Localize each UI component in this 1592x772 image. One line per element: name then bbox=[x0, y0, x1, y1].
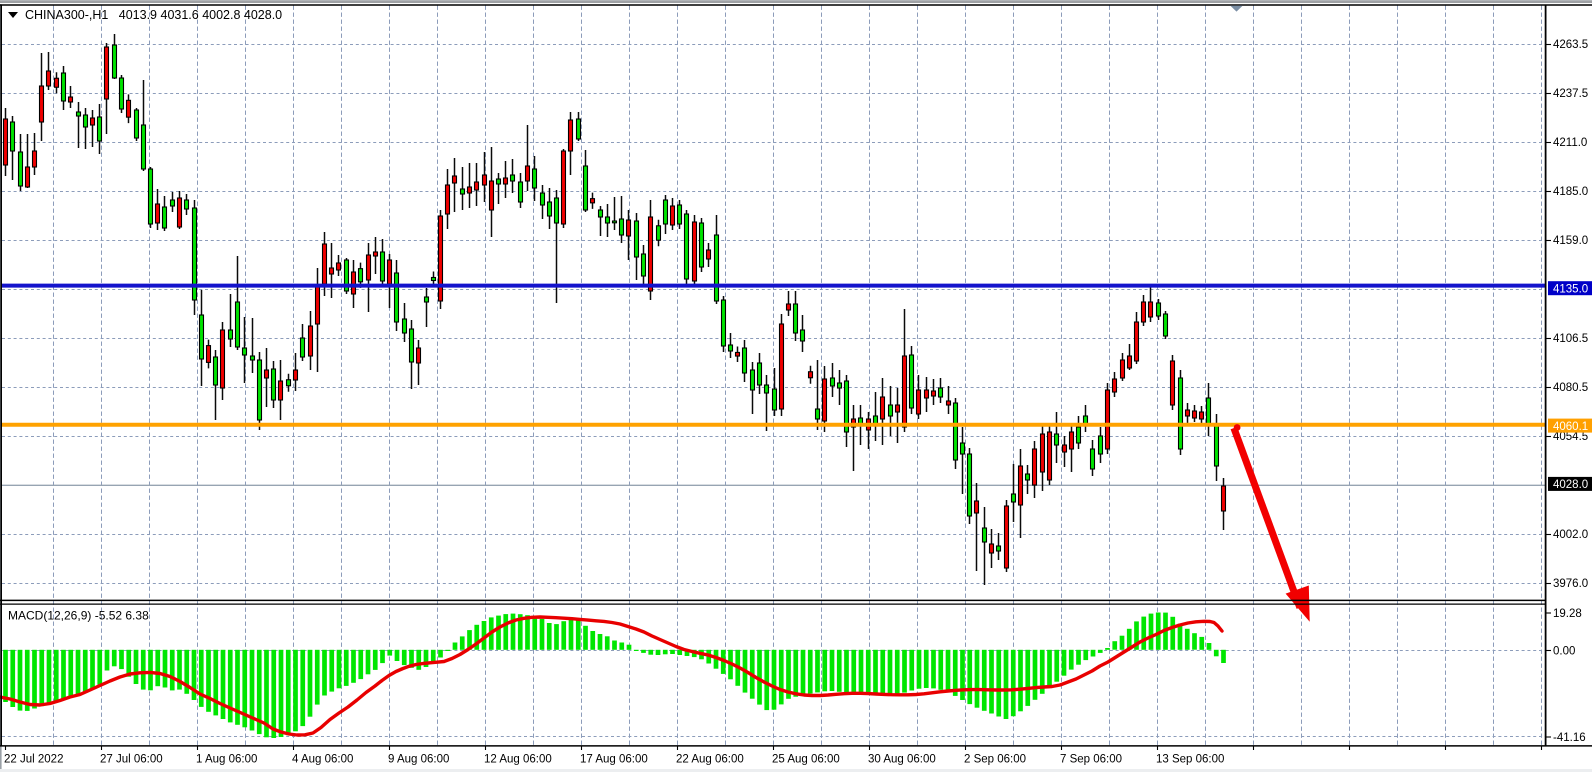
svg-text:30 Aug 06:00: 30 Aug 06:00 bbox=[868, 754, 936, 766]
svg-text:4060.1: 4060.1 bbox=[1553, 421, 1588, 433]
svg-text:22 Aug 06:00: 22 Aug 06:00 bbox=[676, 754, 744, 766]
svg-text:4028.0: 4028.0 bbox=[1553, 479, 1588, 491]
svg-text:4106.5: 4106.5 bbox=[1553, 333, 1588, 345]
svg-text:4080.5: 4080.5 bbox=[1553, 382, 1588, 394]
svg-text:2 Sep 06:00: 2 Sep 06:00 bbox=[964, 754, 1026, 766]
svg-text:4263.5: 4263.5 bbox=[1553, 39, 1588, 51]
svg-text:4211.0: 4211.0 bbox=[1553, 137, 1587, 149]
svg-text:7 Sep 06:00: 7 Sep 06:00 bbox=[1060, 754, 1122, 766]
svg-text:27 Jul 06:00: 27 Jul 06:00 bbox=[100, 754, 163, 766]
svg-text:9 Aug 06:00: 9 Aug 06:00 bbox=[388, 754, 449, 766]
svg-text:12 Aug 06:00: 12 Aug 06:00 bbox=[484, 754, 552, 766]
svg-text:13 Sep 06:00: 13 Sep 06:00 bbox=[1156, 754, 1224, 766]
svg-text:MACD(12,26,9) -5.52 6.38: MACD(12,26,9) -5.52 6.38 bbox=[8, 609, 149, 623]
svg-text:25 Aug 06:00: 25 Aug 06:00 bbox=[772, 754, 840, 766]
svg-text:4237.5: 4237.5 bbox=[1553, 88, 1588, 100]
svg-text:4 Aug 06:00: 4 Aug 06:00 bbox=[292, 754, 353, 766]
svg-text:4159.0: 4159.0 bbox=[1553, 235, 1588, 247]
svg-text:CHINA300-,H1 4013.9 4031.6 4: CHINA300-,H1 4013.9 4031.6 4002.8 4028.0 bbox=[25, 8, 282, 22]
svg-text:4002.0: 4002.0 bbox=[1553, 529, 1588, 541]
svg-text:19.28: 19.28 bbox=[1553, 608, 1582, 620]
svg-text:0.00: 0.00 bbox=[1553, 646, 1575, 658]
svg-text:-41.16: -41.16 bbox=[1553, 732, 1586, 744]
svg-text:4185.0: 4185.0 bbox=[1553, 186, 1588, 198]
svg-text:17 Aug 06:00: 17 Aug 06:00 bbox=[580, 754, 648, 766]
svg-text:4054.5: 4054.5 bbox=[1553, 431, 1588, 443]
svg-text:3976.0: 3976.0 bbox=[1553, 578, 1588, 590]
svg-text:4135.0: 4135.0 bbox=[1553, 283, 1588, 295]
svg-text:22 Jul 2022: 22 Jul 2022 bbox=[4, 754, 63, 766]
svg-text:1 Aug 06:00: 1 Aug 06:00 bbox=[196, 754, 257, 766]
